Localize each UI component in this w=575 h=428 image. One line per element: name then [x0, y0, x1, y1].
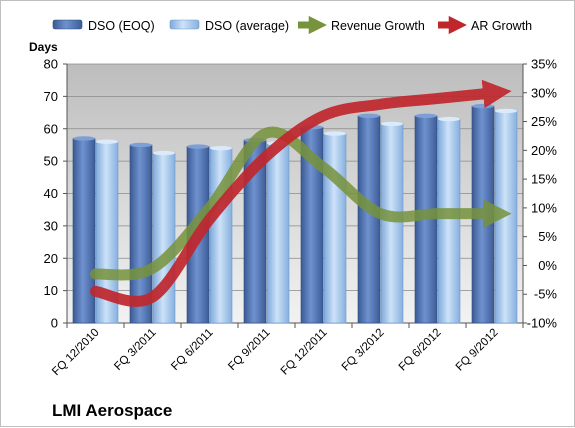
chart-title: LMI Aerospace	[52, 401, 172, 420]
x-tick-label: FQ 12/2011	[279, 327, 330, 378]
bar-cap	[324, 131, 346, 136]
bar-dso-average	[266, 143, 290, 324]
y-tick-label: 50	[44, 154, 58, 169]
y-tick-label: 70	[44, 89, 58, 104]
x-tick-label: FQ 6/2012	[397, 327, 444, 374]
bar-dso-average	[380, 123, 404, 324]
y2-tick-label: 15%	[531, 172, 557, 187]
bar-cap	[472, 103, 494, 109]
legend-label: DSO (EOQ)	[88, 19, 155, 33]
bar-cap	[210, 145, 232, 151]
y-tick-label: 80	[44, 57, 58, 72]
y-tick-label: 60	[44, 121, 58, 136]
bar-cap	[187, 144, 209, 149]
bar-dso-average	[437, 118, 461, 324]
legend-item: AR Growth	[438, 15, 532, 35]
legend-swatch	[52, 19, 83, 30]
bar-dso-average	[323, 133, 347, 324]
bar-cap	[358, 113, 380, 119]
bar-dso-eoq	[357, 115, 381, 324]
bar-cap	[130, 142, 152, 148]
y2-tick-label: 35%	[531, 57, 557, 72]
bar-cap	[495, 108, 517, 114]
x-tick-label: FQ 6/2011	[169, 327, 215, 373]
x-tick-label: FQ 3/2012	[340, 327, 387, 374]
x-tick-label: FQ 3/2011	[112, 327, 158, 373]
line-ar-growth	[90, 79, 512, 307]
y-axis-label: Days	[29, 40, 58, 54]
y-tick-label: 40	[44, 186, 58, 201]
bar-cap	[438, 116, 460, 122]
y2-tick-label: 5%	[538, 229, 557, 244]
y2-tick-label: 10%	[531, 200, 557, 215]
legend-label: AR Growth	[471, 19, 532, 33]
y2-tick-label: 25%	[531, 114, 557, 129]
y2-tick-label: 0%	[538, 258, 557, 273]
bar-cap	[381, 121, 403, 127]
legend-label: Revenue Growth	[331, 19, 425, 33]
y-tick-label: 30	[44, 218, 58, 233]
y2-tick-label: 20%	[531, 143, 557, 158]
x-tick-label: FQ 9/2012	[454, 327, 501, 374]
legend-item: DSO (average)	[169, 19, 289, 33]
y-tick-label: 20	[44, 251, 58, 266]
bar-cap	[96, 139, 118, 144]
legend-item: DSO (EOQ)	[52, 19, 155, 33]
x-tick-label: FQ 9/2011	[226, 327, 272, 373]
x-tick-label: FQ 12/2010	[50, 327, 101, 378]
y-tick-label: 0	[51, 316, 58, 331]
legend-swatch	[169, 19, 200, 30]
bar-cap	[73, 136, 95, 141]
bar-cap	[415, 113, 437, 119]
y-tick-label: 10	[44, 283, 58, 298]
y2-tick-label: 30%	[531, 85, 557, 100]
legend-label: DSO (average)	[205, 19, 289, 33]
y2-tick-label: -5%	[534, 287, 558, 302]
bar-cap	[153, 150, 175, 156]
y2-tick-label: -10%	[527, 316, 558, 331]
legend-item: Revenue Growth	[298, 15, 425, 35]
